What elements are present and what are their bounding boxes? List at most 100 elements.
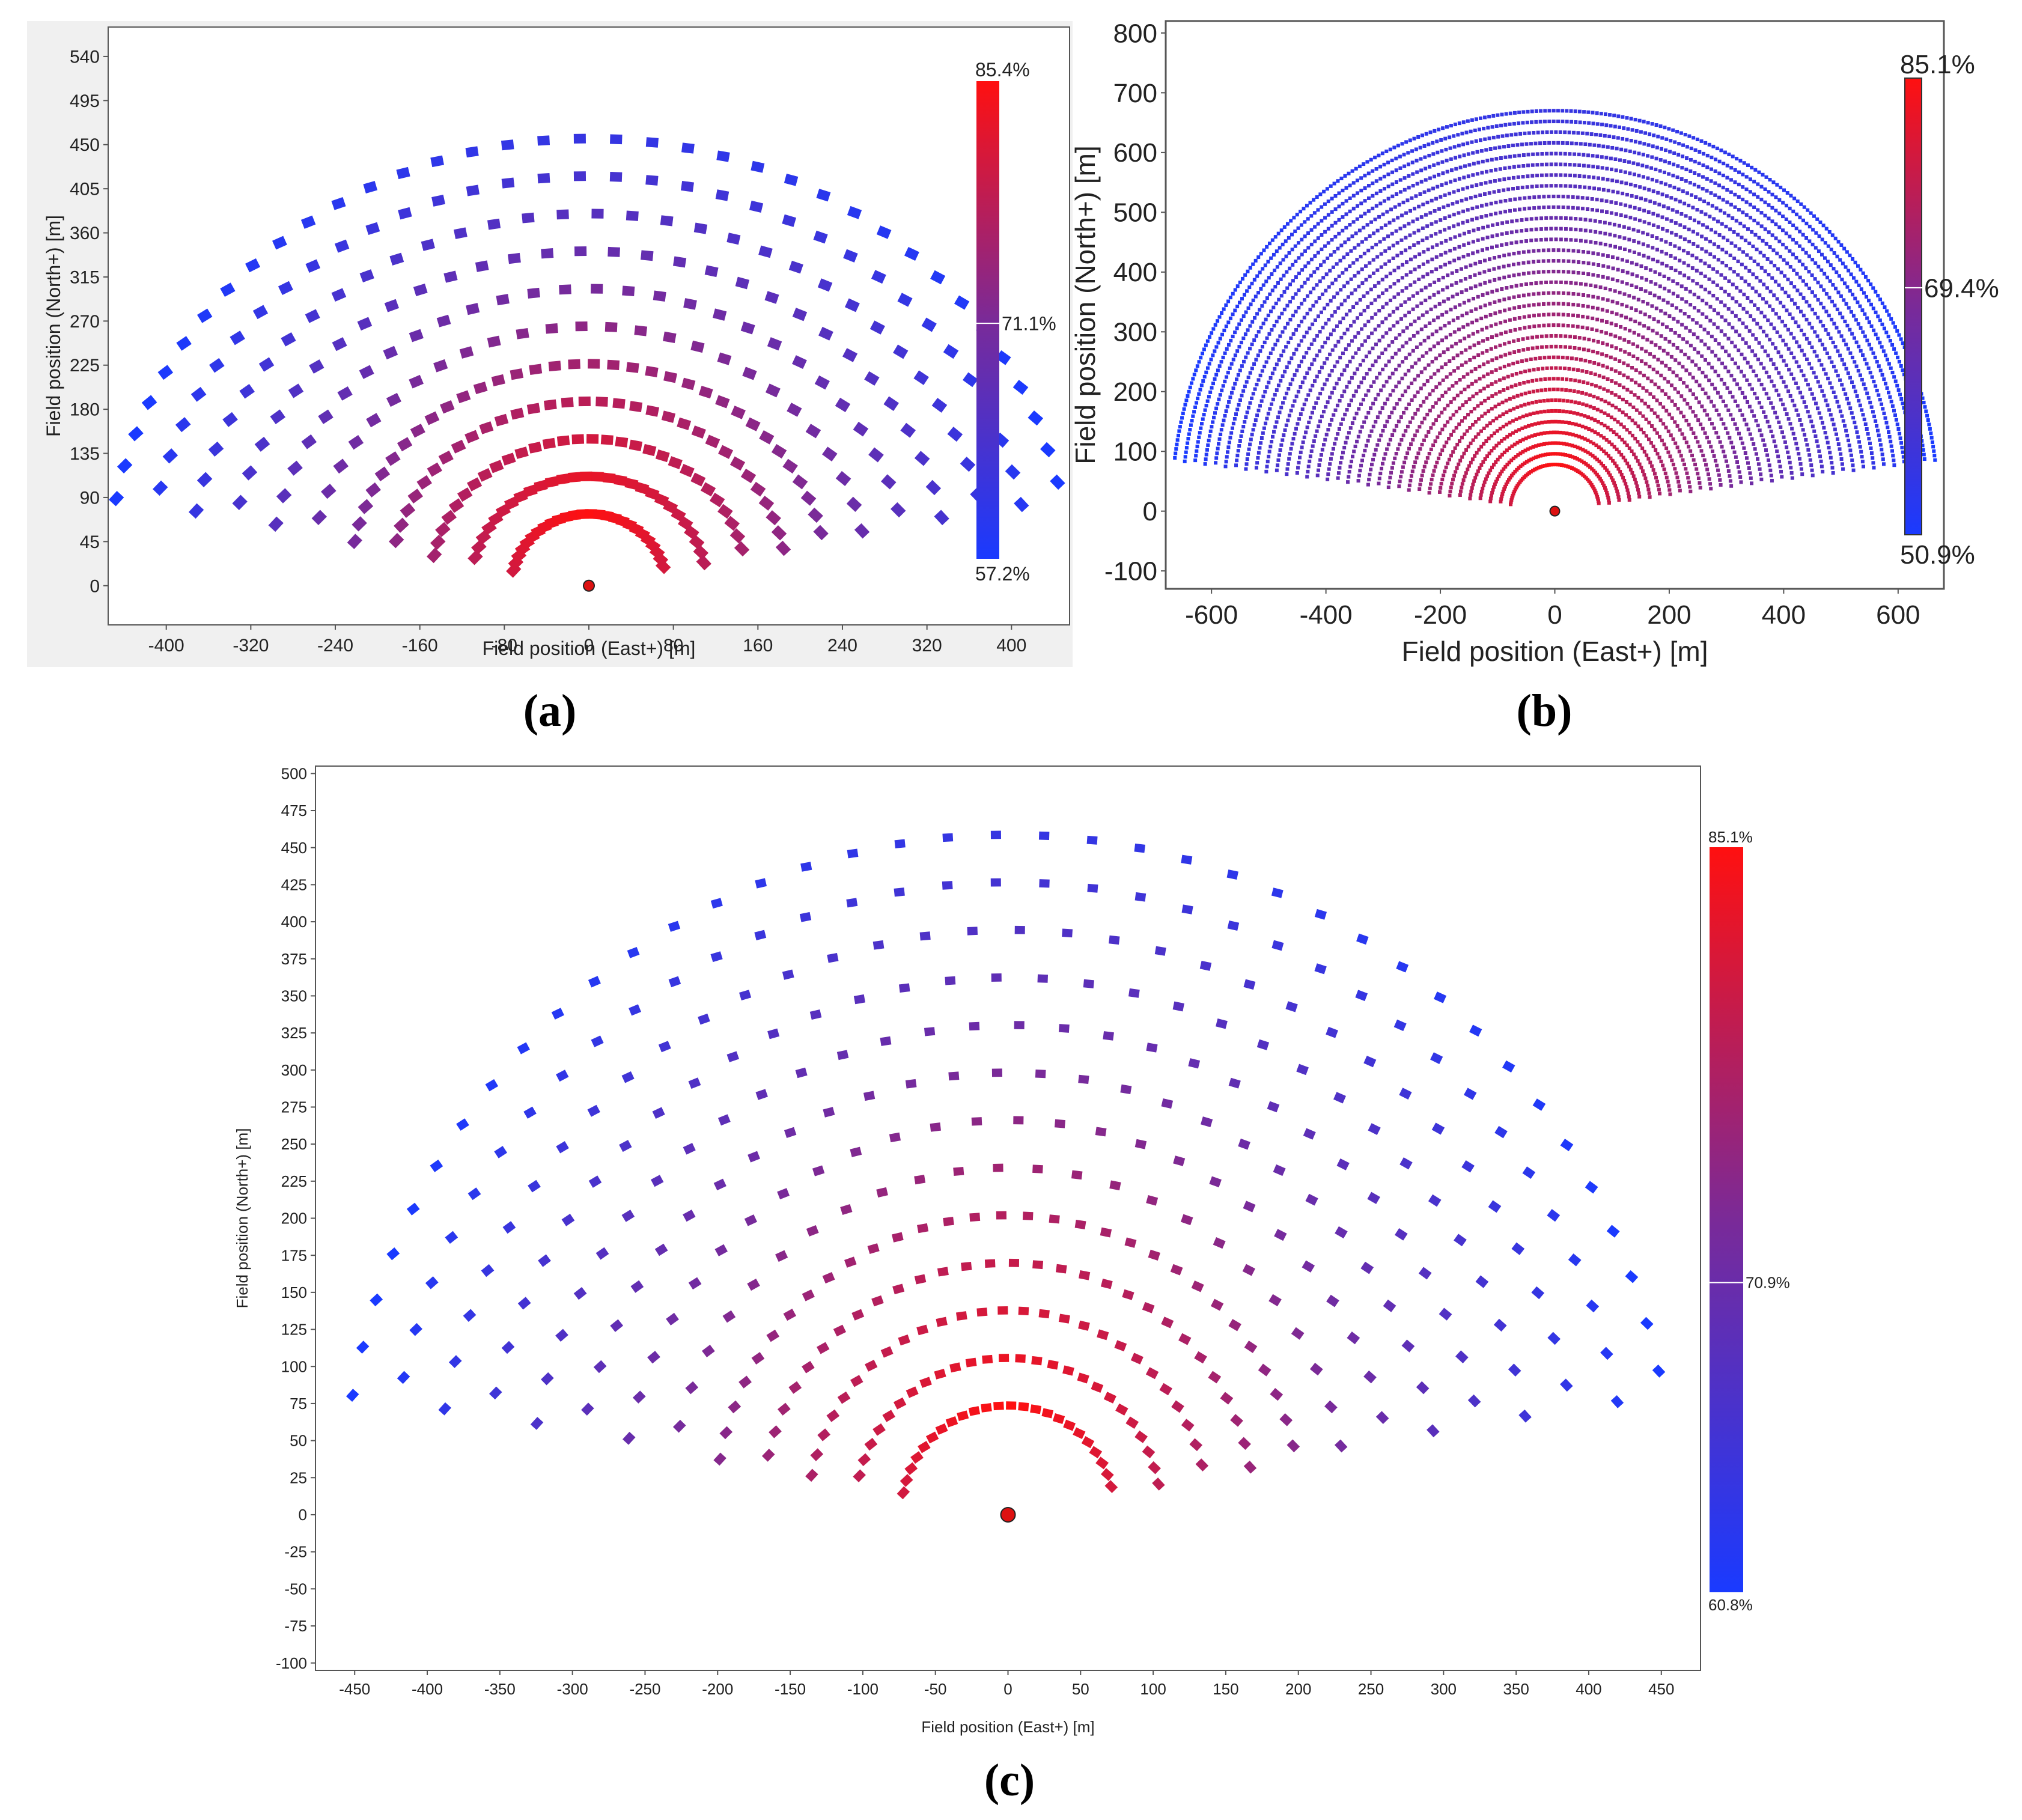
heliostat-point — [526, 403, 541, 415]
heliostat-point — [1594, 443, 1598, 448]
heliostat-point — [1687, 356, 1691, 360]
heliostat-point — [1599, 434, 1603, 438]
heliostat-point — [1371, 271, 1375, 275]
heliostat-point — [1726, 239, 1730, 243]
heliostat-point — [1625, 192, 1629, 196]
heliostat-point — [1618, 383, 1622, 387]
heliostat-point — [1483, 258, 1487, 263]
heliostat-point — [698, 386, 713, 399]
heliostat-point — [1725, 187, 1729, 192]
heliostat-point — [1754, 290, 1758, 294]
heliostat-point — [1589, 132, 1594, 136]
heliostat-point — [1434, 418, 1438, 422]
heliostat-point — [1595, 396, 1600, 400]
heliostat-point — [1574, 227, 1578, 231]
heliostat-point — [1554, 130, 1558, 134]
heliostat-point — [1320, 248, 1324, 252]
heliostat-point — [1740, 263, 1744, 267]
heliostat-point — [1748, 432, 1752, 436]
heliostat-point — [1764, 300, 1768, 305]
heliostat-point — [1669, 383, 1673, 388]
heliostat-point — [1448, 237, 1452, 241]
heliostat-point — [1240, 276, 1244, 281]
heliostat-point — [1526, 174, 1530, 178]
heliostat-point — [157, 365, 174, 380]
heliostat-point — [1410, 160, 1414, 165]
heliostat-point — [1646, 457, 1651, 461]
heliostat-point — [1762, 314, 1767, 318]
heliostat-point — [1487, 115, 1491, 119]
heliostat-point — [1576, 271, 1580, 275]
heliostat-point — [556, 435, 570, 446]
heliostat-point — [190, 386, 207, 402]
heliostat-point — [1568, 465, 1572, 469]
heliostat-point — [1530, 401, 1535, 405]
heliostat-point — [1653, 270, 1657, 274]
heliostat-point — [1704, 212, 1708, 216]
heliostat-point — [1690, 359, 1695, 364]
heliostat-point — [1568, 184, 1573, 188]
heliostat-point — [1323, 382, 1327, 386]
heliostat-point — [1552, 355, 1556, 359]
heliostat-point — [1490, 434, 1494, 438]
heliostat-point — [1648, 291, 1652, 295]
heliostat-point — [1656, 320, 1660, 324]
heliostat-point — [1750, 230, 1754, 234]
heliostat-point — [1402, 187, 1407, 192]
heliostat-point — [1466, 413, 1470, 417]
heliostat-point — [1494, 124, 1499, 128]
heliostat-point — [1576, 390, 1580, 394]
heliostat-point — [1666, 206, 1670, 210]
heliostat-point — [1744, 422, 1749, 427]
heliostat-point — [1315, 195, 1319, 199]
heliostat-point — [1712, 308, 1716, 312]
heliostat-point — [1717, 473, 1721, 477]
heliostat-point — [1826, 260, 1830, 264]
heliostat-point — [1756, 307, 1760, 311]
heliostat-point — [1430, 270, 1434, 274]
heliostat-point — [1390, 231, 1394, 236]
heliostat-point — [1720, 315, 1724, 319]
heliostat-point — [1558, 130, 1562, 134]
heliostat-point — [1508, 122, 1512, 126]
heliostat-point — [1466, 445, 1470, 449]
heliostat-point — [1796, 386, 1800, 390]
heliostat-point — [1806, 410, 1810, 414]
heliostat-point — [1516, 338, 1520, 342]
heliostat-point — [348, 434, 364, 450]
heliostat-point — [1528, 412, 1532, 416]
heliostat-point — [1251, 262, 1255, 266]
heliostat-point — [1485, 236, 1490, 240]
heliostat-point — [1643, 362, 1648, 366]
heliostat-point — [1704, 249, 1708, 254]
heliostat-point — [1731, 296, 1735, 300]
heliostat-point — [1566, 464, 1570, 469]
heliostat-point — [1523, 403, 1527, 407]
heliostat-point — [1213, 349, 1217, 353]
heliostat-point — [1734, 455, 1738, 459]
heliostat-point — [1351, 207, 1356, 211]
heliostat-point — [1863, 312, 1867, 316]
heliostat-point — [1527, 131, 1531, 135]
heliostat-point — [1488, 312, 1493, 317]
heliostat-point — [1716, 311, 1720, 315]
heliostat-point — [1355, 439, 1359, 443]
heliostat-point — [1547, 323, 1551, 327]
heliostat-point — [1552, 377, 1556, 381]
heliostat-point — [1615, 147, 1619, 151]
heliostat-point — [1696, 184, 1701, 189]
heliostat-point — [1344, 347, 1348, 352]
heliostat-point — [1558, 409, 1562, 413]
heliostat-point — [1289, 446, 1293, 451]
heliostat-point — [1756, 358, 1761, 362]
heliostat-point — [1339, 422, 1343, 426]
heliostat-point — [1788, 312, 1792, 317]
heliostat-point — [731, 406, 746, 419]
heliostat-point — [1186, 437, 1190, 441]
heliostat-point — [1482, 270, 1487, 274]
heliostat-point — [1331, 265, 1335, 269]
heliostat-point — [1452, 330, 1457, 334]
heliostat-point — [1366, 171, 1371, 175]
heliostat-point — [1520, 142, 1524, 147]
heliostat-point — [1246, 452, 1250, 456]
